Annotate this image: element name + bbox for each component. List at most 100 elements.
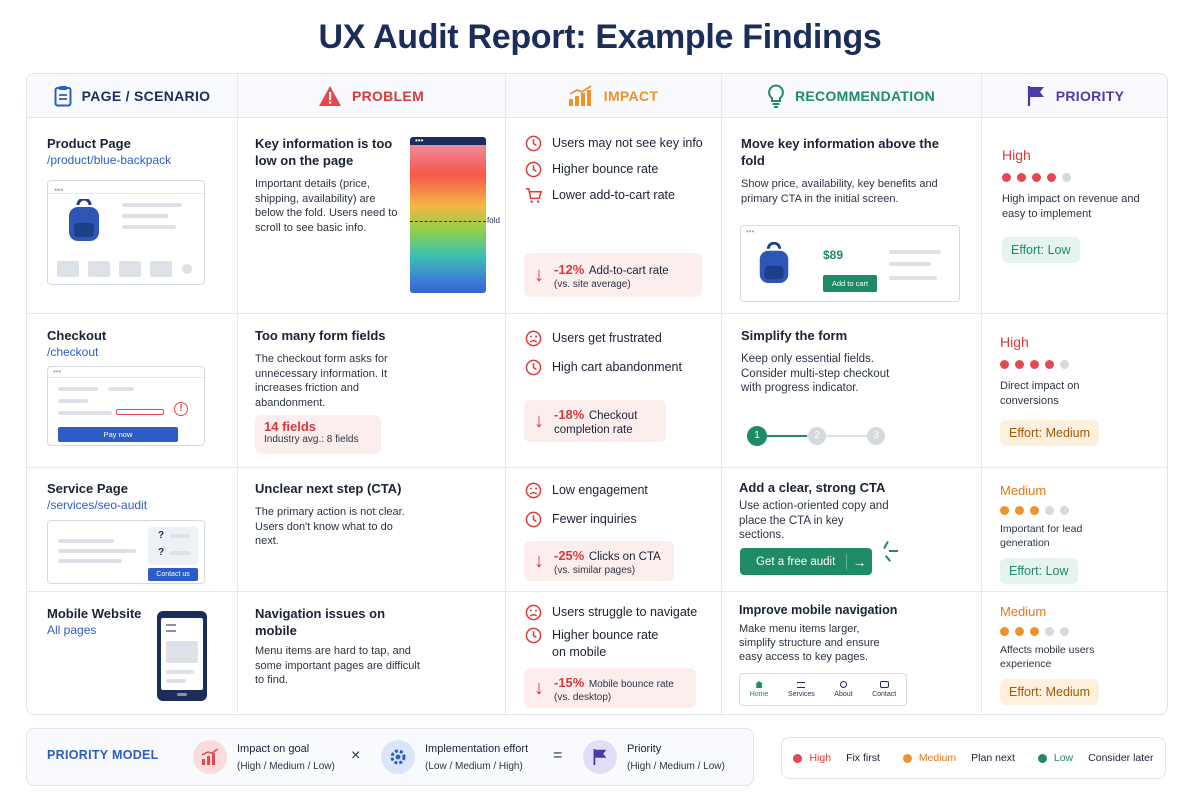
audit-table: PAGE / SCENARIO PROBLEM IMPACT RECOMMEND… (26, 73, 1168, 715)
bar-chart-icon (201, 749, 219, 765)
header-recommendation: RECOMMENDATION (721, 74, 981, 118)
page-url[interactable]: /checkout (47, 345, 99, 359)
nav-home[interactable]: Home (750, 681, 768, 698)
pay-now-button[interactable]: Pay now (58, 427, 178, 442)
row3-rec: Add a clear, strong CTA Use action-orien… (739, 479, 889, 543)
priority-level: High (1000, 334, 1029, 350)
header-priority: PRIORITY (981, 74, 1167, 118)
arrow-down-icon: ↓ (534, 263, 544, 286)
clock-icon (525, 511, 542, 528)
clipboard-icon (54, 85, 72, 106)
rec-title: Simplify the form (741, 328, 848, 343)
error-icon: ! (174, 402, 188, 416)
gear-icon (390, 749, 406, 765)
header-problem: PROBLEM (237, 74, 505, 118)
flag-icon (1027, 85, 1044, 106)
step-2: 2 (808, 427, 826, 445)
hamburger-icon (166, 624, 176, 632)
priority-text: Affects mobile users experience (1000, 644, 1095, 670)
rec-title: Add a clear, strong CTA (739, 480, 886, 495)
legend-item-high: High Fix first (793, 752, 880, 764)
frown-icon (525, 604, 542, 621)
rec-text: Keep only essential fields. Consider mul… (741, 353, 890, 394)
row2-page: Checkout /checkout (47, 327, 227, 360)
nav-contact[interactable]: Contact (872, 681, 896, 698)
warning-icon (318, 85, 341, 106)
question-mark: ? (158, 530, 165, 541)
priority-dots (1002, 173, 1152, 182)
problem-text: The checkout form asks for unnecessary i… (255, 353, 388, 409)
frown-icon (525, 482, 542, 499)
header-impact: IMPACT (505, 74, 721, 118)
lightbulb-icon (768, 83, 784, 108)
clock-icon (525, 627, 542, 644)
frown-icon (525, 330, 542, 347)
nav-services[interactable]: Services (788, 681, 815, 698)
menu-icon (797, 681, 806, 688)
row4-page: Mobile Website All pages (47, 605, 167, 638)
page-name: Checkout (47, 328, 107, 343)
contact-us-button[interactable]: Contact us (148, 568, 198, 581)
page-url[interactable]: /services/seo-audit (47, 498, 148, 512)
header-page: PAGE / SCENARIO (27, 74, 237, 118)
row2-kpi: ↓ -18% Checkout completion rate (524, 400, 666, 442)
impact-item: Low engagement (525, 482, 715, 499)
priority-level: Medium (1000, 604, 1047, 619)
row3-page: Service Page /services/seo-audit (47, 480, 227, 513)
row1-priority: High High impact on revenue and easy to … (1002, 147, 1152, 263)
arrow-down-icon: ↓ (534, 409, 544, 432)
priority-legend: High Fix first Medium Plan next Low Conside… (781, 737, 1166, 779)
row4-problem: Navigation issues on mobile Menu items a… (255, 605, 425, 688)
page-name: Mobile Website (47, 606, 142, 621)
row1-rec: Move key information above the fold Show… (741, 135, 941, 206)
clock-icon (525, 161, 542, 178)
problem-title: Too many form fields (255, 328, 386, 343)
header-label: PROBLEM (351, 87, 425, 104)
page-title: UX Audit Report: Example Findings (318, 18, 882, 56)
arrow-down-icon: ↓ (534, 549, 544, 572)
arrow-right-icon: → (846, 553, 872, 570)
problem-text: The primary action is not clear. Users d… (255, 506, 405, 547)
question-mark: ? (158, 547, 165, 558)
times-sign: × (351, 747, 361, 764)
flag-icon (593, 749, 607, 765)
priority-model: PRIORITY MODEL Impact on goal (High / Med… (26, 728, 754, 786)
step-3: 3 (867, 427, 885, 445)
rec-title: Improve mobile navigation (739, 603, 898, 617)
problem-text: Important details (price, shipping, avai… (255, 178, 398, 234)
problem-title: Navigation issues on mobile (255, 606, 386, 638)
service-page-wireframe: ? ? Contact us (47, 520, 205, 584)
page-url[interactable]: /product/blue-backpack (47, 153, 172, 167)
add-to-cart-button[interactable]: Add to cart (823, 275, 877, 292)
header-label: RECOMMENDATION (794, 87, 936, 104)
row3-priority: Medium Important for lead generation Eff… (1000, 483, 1150, 584)
mobile-nav-bar: Home Services About Contact (739, 673, 907, 706)
get-free-audit-button[interactable]: Get a free audit → (740, 548, 872, 575)
impact-item: Higher bounce rate (525, 161, 715, 178)
row1-problem: Key information is too low on the page I… (255, 135, 405, 235)
impact-item: Users may not see key info (525, 135, 715, 152)
header-label: PAGE / SCENARIO (81, 87, 211, 104)
fold-heatmap: ••• (410, 137, 486, 293)
backpack-icon (759, 242, 789, 283)
product-page-improved: ••• $89 Add to cart (740, 225, 960, 302)
nav-about[interactable]: About (834, 681, 853, 698)
row2-rec: Simplify the form Keep only essential fi… (741, 327, 891, 396)
checkout-wireframe: ••• ! Pay now (47, 366, 205, 446)
phone-wireframe (157, 611, 207, 701)
cart-icon (525, 188, 542, 203)
row1-impact: Users may not see key info Higher bounce… (525, 135, 715, 213)
price-label: $89 (823, 248, 844, 262)
page-url[interactable]: All pages (47, 623, 97, 637)
product-page-wireframe: ••• (47, 180, 205, 285)
row2-impact: Users get frustrated High cart abandonme… (525, 330, 715, 385)
priority-level: High (1002, 147, 1031, 163)
impact-item: High cart abandonment (525, 359, 715, 376)
progress-stepper: 1 2 3 (747, 426, 887, 446)
header-label: IMPACT (603, 87, 659, 104)
model-effort: Implementation effort (Low / Medium / Hig… (381, 740, 528, 774)
sparkle-icon (877, 539, 899, 563)
clock-icon (525, 359, 542, 376)
fields-stat: 14 fields Industry avg.: 8 fields (255, 415, 381, 454)
legend-item-low: Low Consider later (1037, 752, 1154, 764)
